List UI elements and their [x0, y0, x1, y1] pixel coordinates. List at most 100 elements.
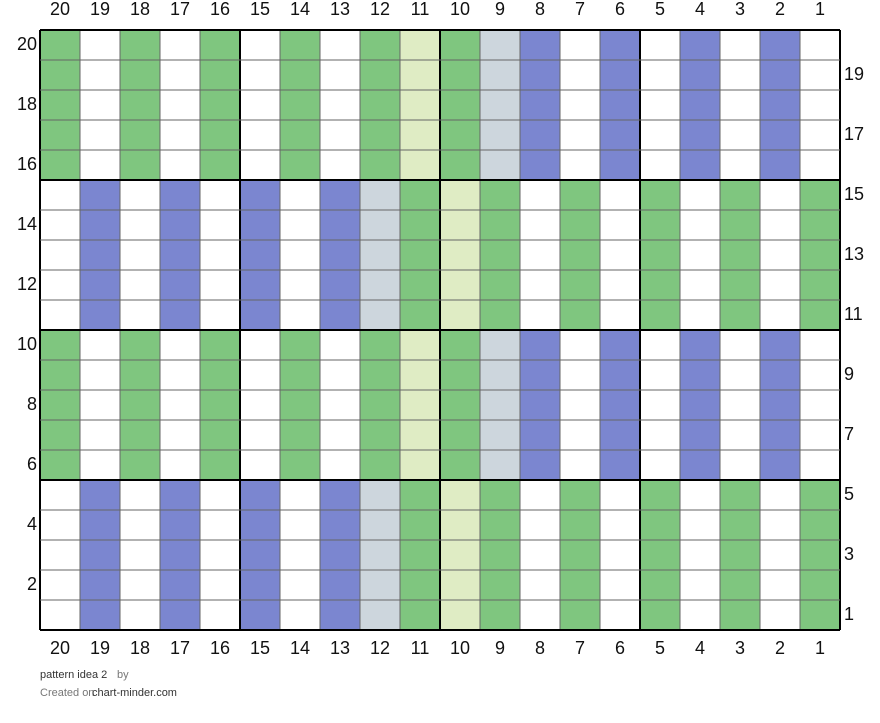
cell: [400, 240, 440, 270]
cell: [440, 480, 480, 510]
cell: [760, 540, 800, 570]
cell: [720, 150, 760, 180]
cell: [280, 540, 320, 570]
column-label: 10: [450, 638, 470, 658]
cell: [320, 120, 360, 150]
cell: [400, 570, 440, 600]
row-label: 19: [844, 64, 864, 84]
column-label: 7: [575, 638, 585, 658]
column-label: 3: [735, 0, 745, 19]
row-label: 1: [844, 604, 854, 624]
column-label: 5: [655, 638, 665, 658]
cell: [440, 270, 480, 300]
label-layer: 2019181716151413121110987654321202019191…: [17, 0, 864, 658]
cell: [640, 300, 680, 330]
cell: [440, 240, 480, 270]
cell-layer: [40, 30, 840, 630]
cell: [600, 390, 640, 420]
site-link[interactable]: chart-minder.com: [92, 687, 177, 699]
cell: [600, 240, 640, 270]
column-label: 11: [411, 0, 430, 19]
cell: [40, 510, 80, 540]
cell: [720, 90, 760, 120]
cell: [800, 450, 840, 480]
cell: [280, 510, 320, 540]
cell: [320, 420, 360, 450]
cell: [720, 60, 760, 90]
cell: [80, 420, 120, 450]
cell: [320, 540, 360, 570]
cell: [400, 270, 440, 300]
cell: [240, 480, 280, 510]
cell: [520, 330, 560, 360]
cell: [40, 450, 80, 480]
cell: [600, 180, 640, 210]
cell: [600, 210, 640, 240]
cell: [480, 30, 520, 60]
cell: [200, 30, 240, 60]
cell: [800, 150, 840, 180]
cell: [160, 480, 200, 510]
cell: [720, 330, 760, 360]
row-label: 10: [17, 334, 37, 354]
cell: [600, 30, 640, 60]
cell: [680, 30, 720, 60]
cell: [80, 90, 120, 120]
cell: [520, 450, 560, 480]
cell: [440, 30, 480, 60]
cell: [320, 90, 360, 120]
cell: [600, 510, 640, 540]
cell: [760, 270, 800, 300]
cell: [360, 210, 400, 240]
cell: [40, 540, 80, 570]
cell: [200, 390, 240, 420]
cell: [560, 300, 600, 330]
cell: [480, 480, 520, 510]
column-label: 5: [655, 0, 665, 19]
cell: [400, 180, 440, 210]
column-label: 6: [615, 638, 625, 658]
cell: [440, 450, 480, 480]
cell: [600, 600, 640, 630]
cell: [640, 120, 680, 150]
cell: [520, 300, 560, 330]
cell: [120, 570, 160, 600]
cell: [560, 30, 600, 60]
cell: [120, 390, 160, 420]
column-label: 19: [90, 0, 110, 19]
row-label: 20: [17, 34, 37, 54]
cell: [720, 570, 760, 600]
cell: [200, 450, 240, 480]
cell: [680, 60, 720, 90]
cell: [360, 510, 400, 540]
cell: [400, 120, 440, 150]
cell: [40, 420, 80, 450]
grid-layer: [39, 29, 841, 631]
column-label: 7: [575, 0, 585, 19]
column-label: 8: [535, 0, 545, 19]
column-label: 16: [210, 638, 230, 658]
cell: [600, 330, 640, 360]
cell: [400, 360, 440, 390]
pattern-title: pattern idea 2: [40, 669, 107, 681]
cell: [40, 570, 80, 600]
cell: [800, 540, 840, 570]
cell: [280, 30, 320, 60]
column-label: 12: [370, 0, 390, 19]
cell: [760, 450, 800, 480]
cell: [720, 30, 760, 60]
cell: [800, 600, 840, 630]
column-label: 6: [615, 0, 625, 19]
cell: [680, 240, 720, 270]
cell: [720, 600, 760, 630]
cell: [40, 60, 80, 90]
cell: [760, 420, 800, 450]
cell: [80, 60, 120, 90]
cell: [680, 480, 720, 510]
cell: [80, 450, 120, 480]
cell: [640, 390, 680, 420]
cell: [200, 60, 240, 90]
cell: [280, 150, 320, 180]
cell: [120, 90, 160, 120]
cell: [640, 570, 680, 600]
